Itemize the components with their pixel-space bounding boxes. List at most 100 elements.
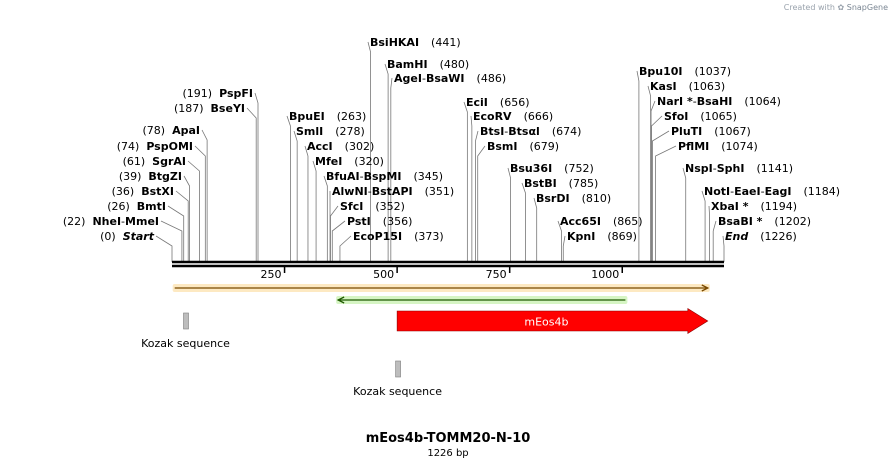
site-name-bsrdi-0: BsrDI bbox=[536, 192, 570, 205]
site-separator: - bbox=[693, 95, 697, 108]
site-label-start: Start (0) bbox=[100, 230, 155, 243]
site-label-bsabi: BsaBI * (1202) bbox=[718, 215, 811, 228]
credit-prefix: Created with bbox=[783, 3, 835, 12]
site-leader-btsi-btsai bbox=[475, 130, 479, 262]
site-leader-sfoi bbox=[651, 115, 663, 262]
ruler-ticks: 250 500 750 1000 bbox=[261, 266, 623, 281]
site-position-bpu10i: (1037) bbox=[695, 65, 732, 78]
site-label-bamhi: BamHI (480) bbox=[387, 58, 469, 71]
site-lines-group bbox=[155, 41, 725, 262]
site-position-bsihkai: (441) bbox=[431, 36, 461, 49]
site-name-xbai-0: XbaI * bbox=[711, 200, 749, 213]
site-label-pspfi: PspFI (191) bbox=[183, 87, 254, 100]
site-name-bstbi-0: BstBI bbox=[524, 177, 557, 190]
site-leader-bseyi bbox=[246, 107, 257, 262]
site-position-sfci: (352) bbox=[375, 200, 405, 213]
meos4b-label: mEos4b bbox=[524, 316, 568, 329]
site-leader-acci bbox=[304, 145, 309, 262]
site-name-bsabi-0: BsaBI * bbox=[718, 215, 763, 228]
site-label-nspi-sphi: NspI - SphI (1141) bbox=[685, 162, 793, 175]
site-name-apai-0: ApaI bbox=[172, 124, 200, 137]
site-label-kasi: KasI (1063) bbox=[650, 80, 725, 93]
site-leader-noti-eaei-eagi bbox=[701, 190, 706, 262]
tick-label-750: 750 bbox=[486, 268, 507, 281]
site-position-pspomi: (74) bbox=[117, 140, 140, 153]
site-label-mfei: MfeI (320) bbox=[315, 155, 384, 168]
site-label-noti-eaei-eagi: NotI - EaeI - EagI (1184) bbox=[704, 185, 840, 198]
site-position-bseyi: (187) bbox=[174, 102, 204, 115]
site-position-acci: (302) bbox=[345, 140, 375, 153]
site-leader-acc65i bbox=[557, 220, 562, 262]
orange-feature-arrowhead bbox=[701, 284, 710, 292]
site-position-alwni-bstapi: (351) bbox=[425, 185, 455, 198]
site-label-sfoi: SfoI (1065) bbox=[664, 110, 737, 123]
site-label-acci: AccI (302) bbox=[307, 140, 374, 153]
site-position-pluti: (1067) bbox=[714, 125, 751, 138]
site-position-btgzi: (39) bbox=[119, 170, 142, 183]
site-label-acc65i: Acc65I (865) bbox=[560, 215, 643, 228]
kozak-2-marker bbox=[395, 360, 401, 378]
site-label-ecii: EciI (656) bbox=[466, 96, 530, 109]
site-leader-bstbi bbox=[521, 182, 526, 262]
site-name-bstxi-0: BstXI bbox=[141, 185, 174, 198]
site-separator: - bbox=[360, 170, 364, 183]
site-leader-bpuei bbox=[286, 115, 291, 262]
site-position-end: (1226) bbox=[760, 230, 797, 243]
site-separator: - bbox=[422, 72, 426, 85]
site-position-bstbi: (785) bbox=[569, 177, 599, 190]
site-name-bpu10i-0: Bpu10I bbox=[639, 65, 683, 78]
kozak-1-label: Kozak sequence bbox=[141, 337, 230, 350]
site-position-ecorv: (666) bbox=[524, 110, 554, 123]
site-position-acc65i: (865) bbox=[613, 215, 643, 228]
site-leader-pspfi bbox=[254, 92, 259, 262]
site-position-kpni: (869) bbox=[607, 230, 637, 243]
site-labels-group: NheI - MmeI (22) Start (0) BmtI (26) BstXI (36)… bbox=[63, 36, 840, 243]
site-leader-bamhi bbox=[384, 63, 389, 262]
site-name-nhei-mmei-0: NheI bbox=[92, 215, 121, 228]
site-name-sfoi-0: SfoI bbox=[664, 110, 688, 123]
site-position-kasi: (1063) bbox=[689, 80, 726, 93]
site-name-btsi-btsai-2: Btsαl bbox=[508, 125, 540, 138]
site-position-pspfi: (191) bbox=[183, 87, 213, 100]
site-leader-bfuai-bspmi bbox=[323, 175, 328, 262]
site-label-kpni: KpnI (869) bbox=[567, 230, 637, 243]
site-label-bmti: BmtI (26) bbox=[107, 200, 166, 213]
site-leader-mfei bbox=[312, 160, 317, 262]
site-name-sfci-0: SfcI bbox=[340, 200, 363, 213]
green-feature-arrowhead bbox=[336, 296, 345, 304]
site-name-noti-eaei-eagi-0: NotI bbox=[704, 185, 730, 198]
site-name-start-0: Start bbox=[123, 230, 155, 243]
site-label-bsmi: BsmI (679) bbox=[487, 140, 559, 153]
site-position-mfei: (320) bbox=[354, 155, 384, 168]
site-name-acc65i-0: Acc65I bbox=[560, 215, 601, 228]
site-leader-apai bbox=[201, 129, 208, 262]
site-position-ecop15i: (373) bbox=[414, 230, 444, 243]
site-leader-smli bbox=[293, 130, 298, 262]
site-label-ecop15i: EcoP15I (373) bbox=[353, 230, 444, 243]
site-leader-kpni bbox=[562, 235, 566, 262]
site-name-pflmi-0: PflMI bbox=[678, 140, 709, 153]
site-position-smli: (278) bbox=[335, 125, 365, 138]
site-name-agei-bsawi-2: BsaWI bbox=[426, 72, 465, 85]
site-leader-bpu10i bbox=[636, 70, 640, 262]
site-separator: - bbox=[713, 162, 717, 175]
site-name-bfuai-bspmi-0: BfuAI bbox=[326, 170, 360, 183]
site-label-psti: PstI (356) bbox=[347, 215, 412, 228]
map-title: mEos4b-TOMM20-N-10 bbox=[365, 431, 531, 446]
site-position-bsu36i: (752) bbox=[564, 162, 594, 175]
site-separator: - bbox=[730, 185, 734, 198]
site-position-start: (0) bbox=[100, 230, 116, 243]
site-name-bfuai-bspmi-2: BspMI bbox=[364, 170, 402, 183]
site-label-bpu10i: Bpu10I (1037) bbox=[639, 65, 731, 78]
site-name-nspi-sphi-2: SphI bbox=[717, 162, 745, 175]
site-name-sgrai-0: SgrAI bbox=[152, 155, 186, 168]
site-separator: - bbox=[761, 185, 765, 198]
site-name-alwni-bstapi-0: AlwNI bbox=[332, 185, 368, 198]
site-name-nhei-mmei-2: MmeI bbox=[125, 215, 159, 228]
site-leader-bmti bbox=[167, 205, 185, 262]
site-position-apai: (78) bbox=[143, 124, 166, 137]
site-leader-sfci bbox=[330, 205, 339, 262]
site-position-pflmi: (1074) bbox=[721, 140, 758, 153]
site-separator: - bbox=[121, 215, 125, 228]
site-position-bsrdi: (810) bbox=[582, 192, 612, 205]
